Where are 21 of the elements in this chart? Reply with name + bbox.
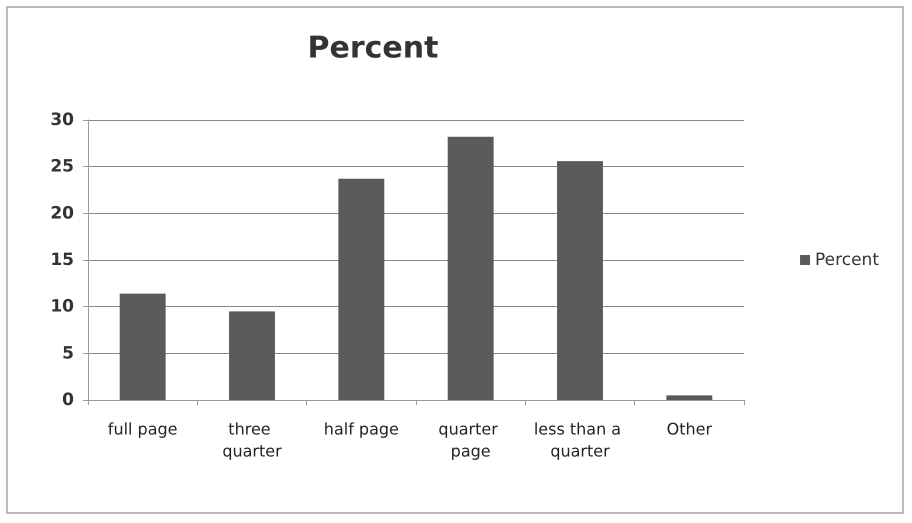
y-tick-label: 25 [50,156,74,177]
legend-label: Percent [815,250,880,270]
x-tick-label: Other [666,420,712,438]
y-tick-label: 20 [50,203,74,224]
x-tick-label: less than a quarter [534,420,626,460]
bar [448,136,494,400]
y-tick-label: 30 [50,110,74,130]
bar [120,294,166,400]
x-tick-label: half page [324,420,399,438]
y-tick-label: 5 [62,343,74,364]
chart-title: Percent [308,30,438,66]
x-tick-label: quarter page [438,420,503,460]
y-tick-label: 15 [50,250,74,270]
bar [666,395,712,400]
bar [229,311,275,400]
y-tick-label: 10 [50,296,74,317]
bar [557,161,603,400]
x-tick-label: full page [108,420,178,438]
bar [338,178,384,400]
x-tick-label: three quarter [222,420,282,460]
y-tick-label: 0 [62,390,74,410]
